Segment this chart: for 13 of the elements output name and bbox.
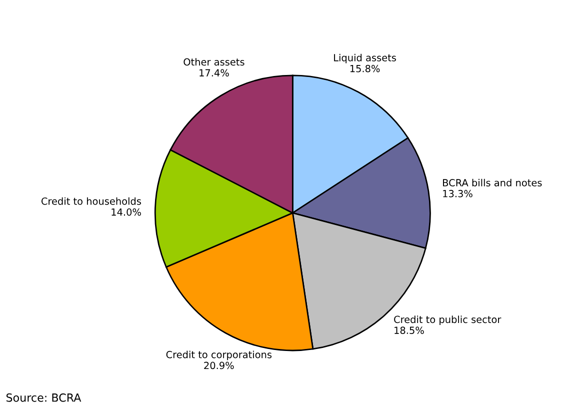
data-label: 15.8% — [350, 64, 380, 72]
slice-label: Credit to households — [41, 197, 142, 205]
slice-label: Credit to corporations — [166, 350, 272, 360]
data-label: 17.4% — [200, 69, 229, 77]
slice-label: BCRA bills and notes — [443, 178, 542, 186]
slice-label: Credit to public sector — [394, 316, 502, 325]
slice-label: Liquid assets — [334, 54, 396, 64]
source-note: Source: BCRA — [6, 393, 82, 402]
slice-label: Other assets — [184, 58, 244, 66]
data-label: 13.3% — [443, 190, 472, 198]
data-label: 20.9% — [204, 362, 234, 370]
data-label: 14.0% — [112, 208, 141, 216]
data-label: 18.5% — [394, 326, 424, 334]
